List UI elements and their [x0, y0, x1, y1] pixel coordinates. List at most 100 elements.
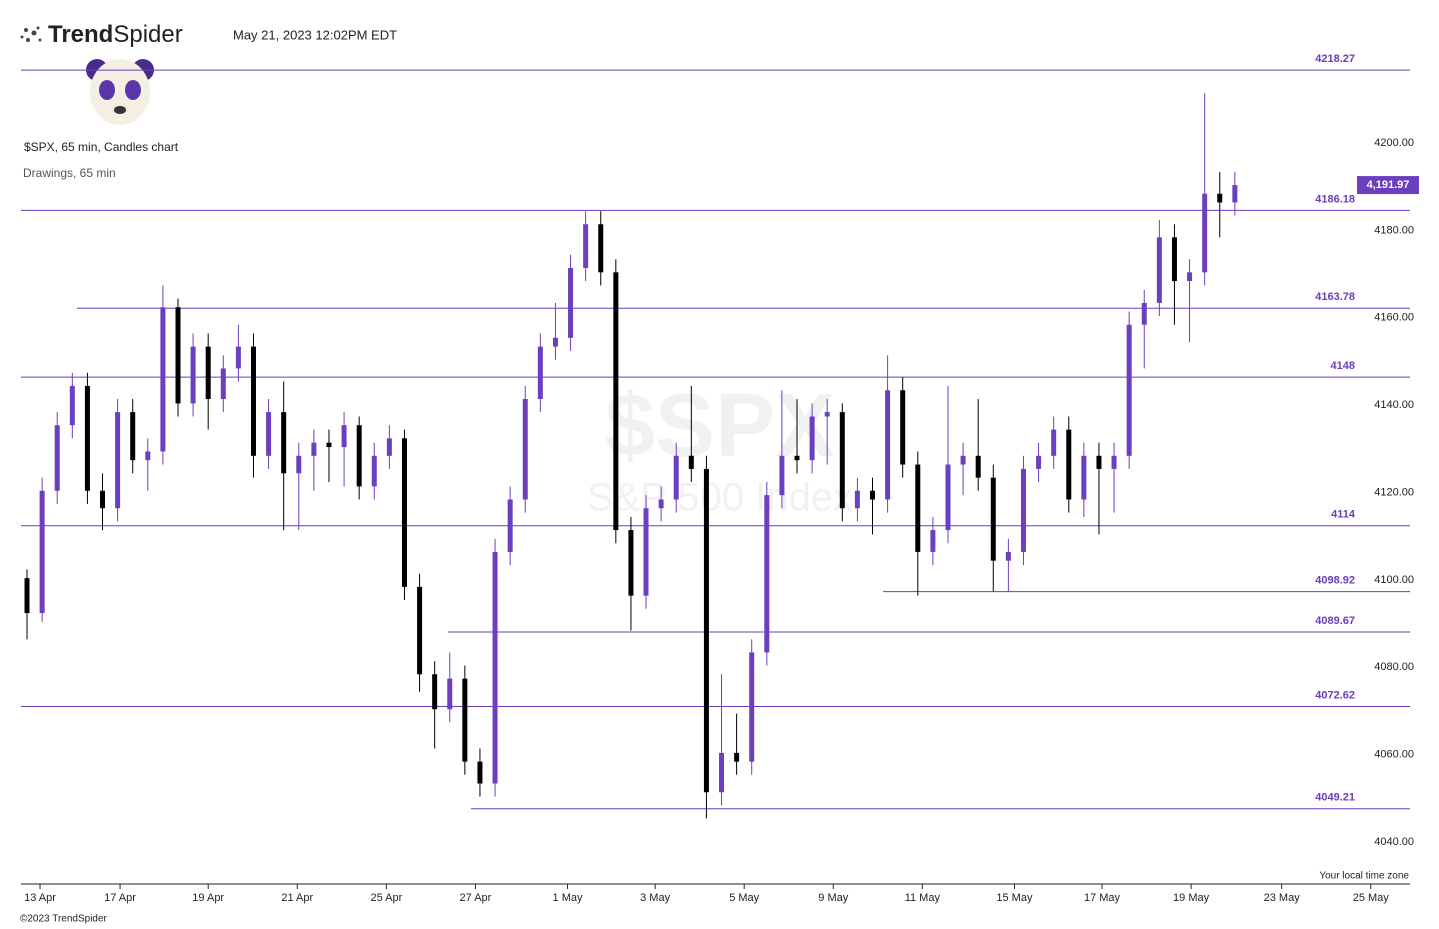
candle-body [69, 385, 75, 426]
candle-body [824, 412, 830, 417]
candle-body [1005, 551, 1011, 561]
candle-body [250, 346, 256, 456]
y-tick-label: 4100.00 [1374, 574, 1414, 586]
candle-body [885, 390, 891, 500]
candle-body [854, 490, 860, 509]
x-tick-label: 11 May [905, 892, 941, 904]
candle-body [220, 368, 226, 400]
candle-body [628, 530, 634, 596]
x-tick-label: 13 Apr [24, 892, 56, 904]
level-label: 4163.78 [1315, 291, 1355, 303]
candle-body [326, 442, 332, 448]
candle-body [401, 438, 407, 587]
candle-body [1126, 324, 1132, 456]
x-tick-label: 5 May [729, 892, 759, 904]
watermark-subtitle: S&P 500 Index [587, 476, 853, 520]
candle-body [462, 678, 468, 762]
candle-body [356, 425, 362, 487]
candle-body [1156, 237, 1162, 303]
x-tick-label: 15 May [996, 892, 1033, 904]
symbol-info: $SPX, 65 min, Candles chart [24, 140, 179, 154]
candle-body [54, 425, 60, 491]
candle-body [447, 678, 453, 710]
candle-body [507, 499, 513, 552]
level-label: 4072.62 [1315, 689, 1355, 701]
candle-body [537, 346, 543, 400]
candle-body [281, 412, 287, 474]
x-tick-label: 19 May [1173, 892, 1210, 904]
candle-body [115, 412, 121, 509]
candle-body [39, 490, 45, 614]
candle-body [24, 578, 30, 614]
candle-body [1202, 193, 1208, 273]
x-tick-label: 25 Apr [370, 892, 402, 904]
x-tick-label: 27 Apr [460, 892, 492, 904]
candle-body [1096, 455, 1102, 469]
candle-body [130, 412, 136, 461]
candle-body [190, 346, 196, 404]
x-tick-label: 9 May [818, 892, 848, 904]
candle-body [643, 508, 649, 596]
last-price-label: 4,191.97 [1367, 179, 1410, 191]
candle-body [1111, 455, 1117, 469]
candle-body [900, 390, 906, 465]
candle-body [658, 499, 664, 509]
candle-body [1051, 429, 1057, 456]
logo: TrendSpider [48, 21, 183, 48]
candle-body [1171, 237, 1177, 282]
candle-body [160, 307, 166, 452]
candle-body [869, 490, 875, 500]
avatar [86, 59, 154, 125]
candle-body [205, 346, 211, 400]
candle-body [1187, 272, 1193, 282]
candle-body [235, 346, 241, 369]
candle-body [930, 530, 936, 552]
candle-body [915, 464, 921, 552]
candle-body [749, 652, 755, 762]
candle-body [311, 442, 317, 456]
level-label: 4114 [1331, 509, 1356, 521]
candle-body [960, 455, 966, 465]
drawings-info: Drawings, 65 min [23, 166, 116, 180]
candle-body [84, 385, 90, 491]
candle-body [839, 412, 845, 509]
y-tick-label: 4080.00 [1374, 661, 1414, 673]
logo-bold: Trend [48, 21, 113, 48]
candle-body [417, 586, 423, 675]
y-tick-label: 4060.00 [1374, 749, 1414, 761]
level-label: 4218.27 [1315, 53, 1355, 65]
logo-icon [20, 26, 42, 42]
candle-body [100, 490, 106, 509]
copyright: ©2023 TrendSpider [20, 914, 108, 925]
y-tick-label: 4160.00 [1374, 312, 1414, 324]
candle-body [1217, 193, 1223, 203]
y-tick-label: 4180.00 [1374, 224, 1414, 236]
candle-body [371, 455, 377, 487]
x-tick-label: 21 Apr [281, 892, 313, 904]
candle-body [703, 468, 709, 793]
candle-body [1020, 468, 1026, 552]
candle-body [341, 425, 347, 448]
candle-body [386, 438, 392, 456]
candle-body [1141, 302, 1147, 325]
candle-body [583, 224, 589, 268]
candle-body [809, 416, 815, 461]
candle-body [1081, 455, 1087, 500]
candle-body [175, 307, 181, 404]
y-tick-label: 4140.00 [1374, 399, 1414, 411]
watermark: $SPX [605, 376, 835, 476]
candle-body [673, 455, 679, 500]
last-price-tag [1357, 176, 1419, 195]
logo-light: Spider [113, 21, 182, 48]
candle-body [1036, 455, 1042, 469]
x-tick-label: 23 May [1264, 892, 1301, 904]
level-label: 4148 [1331, 360, 1355, 372]
candle-body [945, 464, 951, 531]
candle-body [719, 752, 725, 793]
candle-body [598, 224, 604, 273]
y-tick-label: 4120.00 [1374, 486, 1414, 498]
candle-body [296, 455, 302, 474]
level-label: 4098.92 [1315, 575, 1355, 587]
candle-body [613, 272, 619, 531]
